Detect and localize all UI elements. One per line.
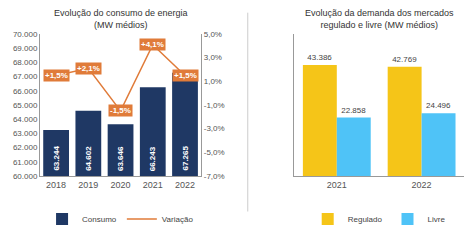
svg-text:64.602: 64.602: [84, 146, 93, 171]
svg-text:64.000: 64.000: [13, 115, 38, 124]
svg-text:+1,5%: +1,5%: [45, 71, 68, 80]
svg-text:-3,0%: -3,0%: [204, 124, 225, 133]
svg-text:69.000: 69.000: [13, 44, 38, 53]
svg-text:65.000: 65.000: [13, 101, 38, 110]
svg-text:2022: 2022: [412, 180, 432, 190]
svg-text:66.243: 66.243: [148, 146, 157, 171]
svg-text:2019: 2019: [78, 180, 98, 190]
svg-text:68.000: 68.000: [13, 58, 38, 67]
svg-text:-1,5%: -1,5%: [110, 106, 131, 115]
svg-text:Livre: Livre: [428, 215, 446, 224]
svg-text:3,0%: 3,0%: [204, 53, 222, 62]
svg-text:-5,0%: -5,0%: [204, 148, 225, 157]
svg-text:2020: 2020: [111, 180, 131, 190]
svg-text:2021: 2021: [143, 180, 163, 190]
svg-text:67.265: 67.265: [181, 145, 190, 170]
svg-text:42.769: 42.769: [392, 55, 417, 64]
svg-text:+2,1%: +2,1%: [77, 64, 100, 73]
svg-text:2021: 2021: [327, 180, 347, 190]
svg-text:-1,0%: -1,0%: [204, 101, 225, 110]
svg-text:2022: 2022: [175, 180, 195, 190]
svg-text:+1,5%: +1,5%: [174, 71, 197, 80]
svg-text:+4,1%: +4,1%: [141, 40, 164, 49]
svg-text:-7,0%: -7,0%: [204, 172, 225, 181]
svg-text:Evolução do consumo de energia: Evolução do consumo de energia(MW médios…: [54, 8, 188, 30]
svg-text:63.000: 63.000: [13, 129, 38, 138]
svg-text:43.386: 43.386: [307, 53, 332, 62]
svg-text:Evolução da demanda dos mercad: Evolução da demanda dos mercadosregulado…: [305, 8, 454, 30]
svg-text:Consumo: Consumo: [82, 215, 117, 224]
svg-text:5,0%: 5,0%: [204, 30, 222, 39]
svg-text:24.496: 24.496: [426, 101, 451, 110]
svg-text:1,0%: 1,0%: [204, 77, 222, 86]
svg-text:2018: 2018: [46, 180, 66, 190]
svg-text:67.000: 67.000: [13, 72, 38, 81]
svg-text:66.000: 66.000: [13, 87, 38, 96]
svg-text:70.000: 70.000: [13, 30, 38, 39]
svg-text:Variação: Variação: [162, 215, 194, 224]
svg-text:22.858: 22.858: [341, 106, 366, 115]
svg-text:Regulado: Regulado: [348, 215, 383, 224]
svg-text:60.000: 60.000: [13, 172, 38, 181]
svg-text:62.000: 62.000: [13, 143, 38, 152]
svg-text:63.244: 63.244: [52, 146, 61, 171]
svg-text:63.646: 63.646: [116, 146, 125, 171]
svg-text:61.000: 61.000: [13, 158, 38, 167]
